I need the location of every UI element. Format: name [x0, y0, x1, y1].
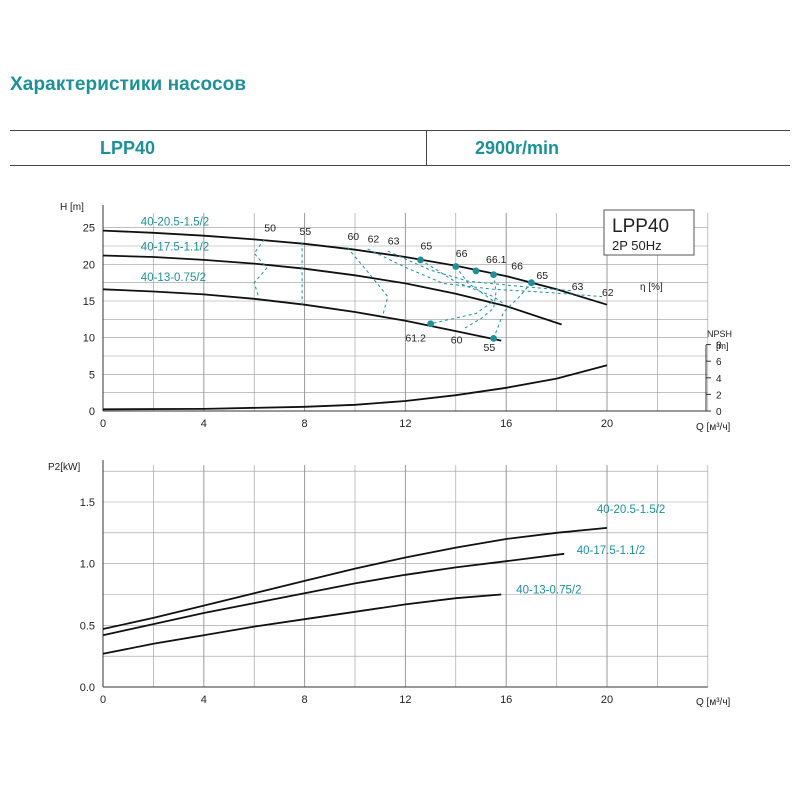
x-tick-label: 20 [601, 694, 613, 706]
y-tick-label: 25 [83, 223, 95, 235]
efficiency-isoline [493, 282, 532, 339]
series-label: 40-20.5-1.5/2 [141, 216, 209, 228]
x-tick-label: 4 [201, 694, 207, 706]
efficiency-label: 62 [368, 233, 380, 245]
model-header-bar: LPP40 2900r/min [10, 130, 790, 166]
y-tick-label: 20 [83, 259, 95, 271]
page-title: Характеристики насосов [10, 74, 247, 95]
npsh-axis-unit: [m] [716, 341, 729, 351]
y-tick-label: 0.0 [80, 682, 95, 694]
y-tick-label: 0 [89, 406, 95, 418]
npsh-axis-label: NPSH [707, 329, 732, 339]
series-label: 40-13-0.75/2 [516, 584, 581, 596]
efficiency-point [528, 279, 535, 287]
chart-title-box [603, 209, 695, 256]
y-tick-label: 0.5 [80, 620, 95, 632]
efficiency-label: 66 [511, 260, 523, 272]
efficiency-label: 60 [451, 335, 463, 347]
npsh-curve [102, 364, 608, 411]
power-chart: 0 4 8 12 16 20 0.0 0.5 1.0 1.5 40-20.5-1.5/2 40-17.… [48, 460, 731, 708]
npsh-tick-label: 2 [716, 390, 722, 401]
efficiency-label: 60 [347, 231, 359, 243]
head-npsh-chart: 0 4 8 12 16 20 0 5 10 15 20 25 0 2 4 6 8 50 55 60 62 63 65 66 66… [60, 202, 732, 433]
x-tick-label: 12 [399, 694, 411, 706]
efficiency-label: 62 [602, 287, 614, 299]
npsh-tick-label: 4 [716, 374, 722, 385]
head-curve-3 [102, 288, 502, 342]
y-tick-label: 5 [89, 369, 95, 381]
x-tick-label: 16 [500, 418, 512, 430]
efficiency-label: 65 [421, 241, 433, 253]
efficiency-label: 65 [536, 270, 548, 282]
power-x-axis-label: Q [м³/ч] [696, 697, 731, 708]
power-curve-2 [102, 552, 565, 637]
efficiency-isoline [430, 266, 495, 325]
head-curve-2 [102, 254, 562, 326]
efficiency-label: 61.2 [405, 332, 426, 344]
efficiency-label: 63 [572, 281, 584, 293]
series-label: 40-17.5-1.1/2 [141, 241, 209, 253]
npsh-tick-label: 8 [716, 341, 722, 352]
npsh-tick-label: 0 [716, 407, 722, 418]
efficiency-isoline [347, 247, 389, 316]
series-label: 40-17.5-1.1/2 [577, 545, 645, 557]
y-axis-label: H [m] [60, 202, 84, 213]
power-y-axis-label: P2[kW] [48, 462, 80, 473]
efficiency-point [490, 335, 497, 342]
power-curve-1 [102, 527, 608, 630]
x-tick-label: 0 [100, 694, 106, 706]
efficiency-point [427, 320, 434, 328]
x-tick-label: 20 [601, 418, 613, 430]
efficiency-label: 50 [264, 222, 276, 234]
chart-subtitle: 2P 50Hz [612, 238, 662, 253]
npsh-tick-label: 6 [716, 357, 722, 368]
series-label: 40-13-0.75/2 [141, 272, 206, 284]
x-axis-label: Q [м³/ч] [696, 422, 731, 433]
efficiency-label: 55 [484, 342, 496, 354]
y-tick-label: 1.0 [80, 559, 95, 571]
model-name: LPP40 [100, 138, 156, 158]
efficiency-label: 66.1 [486, 254, 507, 266]
chart-title: LPP40 [612, 216, 669, 237]
power-chart-curves [102, 527, 608, 655]
efficiency-axis-label: η [%] [640, 282, 663, 293]
efficiency-label: 66 [456, 248, 468, 260]
series-label: 40-20.5-1.5/2 [597, 504, 665, 516]
x-tick-label: 8 [302, 694, 308, 706]
efficiency-isoline [420, 259, 504, 305]
efficiency-isoline [253, 239, 268, 299]
efficiency-isoline [387, 250, 572, 292]
power-curve-3 [102, 593, 502, 655]
x-tick-label: 4 [201, 418, 207, 430]
x-tick-label: 16 [500, 694, 512, 706]
y-tick-label: 15 [83, 296, 95, 308]
y-tick-label: 1.5 [80, 497, 95, 509]
efficiency-label: 55 [300, 226, 312, 238]
x-tick-label: 0 [100, 418, 106, 430]
efficiency-label: 63 [388, 236, 400, 248]
head-curve-1 [102, 229, 608, 306]
efficiency-point [417, 256, 424, 264]
y-tick-label: 10 [83, 333, 95, 345]
efficiency-point [490, 271, 497, 278]
head-chart-curves [102, 229, 608, 411]
head-chart-marks: 0 4 8 12 16 20 0 5 10 15 20 25 0 2 4 6 8 50 55 60 62 63 65 66 66… [83, 216, 722, 430]
power-chart-marks: 0 4 8 12 16 20 0.0 0.5 1.0 1.5 40-20.5-1.5/2 40-17.… [80, 497, 666, 706]
x-tick-label: 12 [399, 418, 411, 430]
x-tick-label: 8 [302, 418, 308, 430]
efficiency-point [472, 267, 480, 275]
rotation-speed: 2900r/min [475, 138, 560, 158]
header-divider [426, 131, 427, 165]
power-chart-grid [102, 460, 709, 688]
efficiency-point [452, 263, 460, 270]
